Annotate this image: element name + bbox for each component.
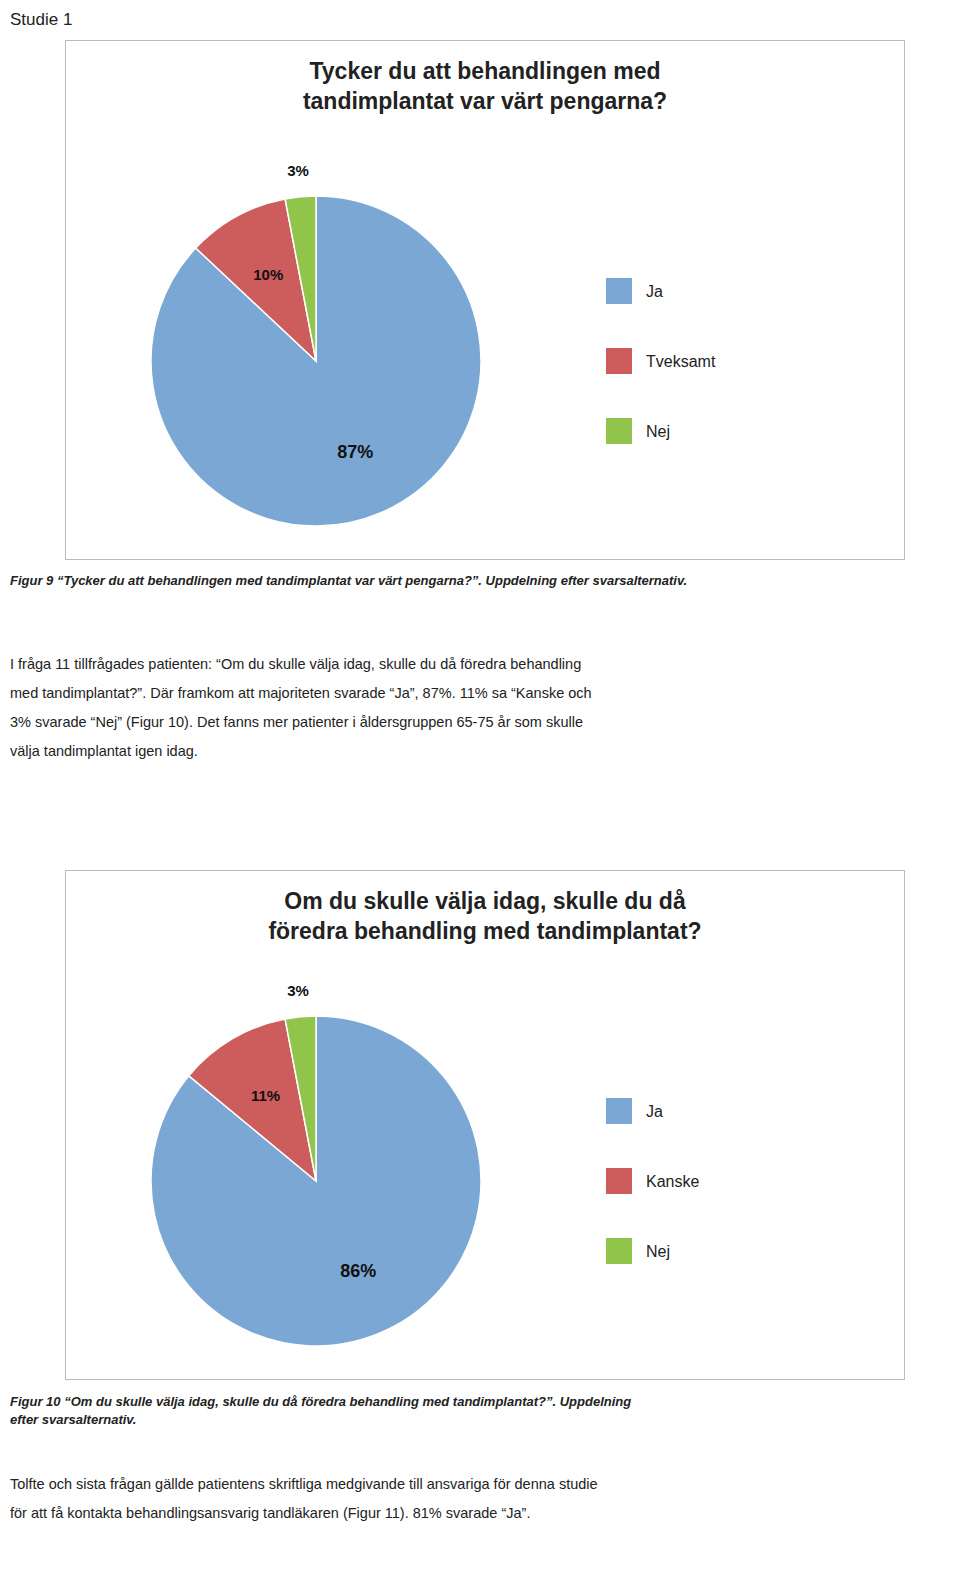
legend: Ja Kanske Nej	[606, 1098, 699, 1264]
pie	[151, 1016, 481, 1346]
data-label: 10%	[253, 266, 283, 283]
legend-label: Ja	[646, 283, 663, 300]
legend-label: Nej	[646, 1243, 670, 1260]
legend-swatch	[606, 1238, 632, 1264]
legend-swatch	[606, 348, 632, 374]
data-label: 3%	[287, 982, 309, 999]
data-label: 11%	[251, 1087, 280, 1104]
legend-label: Ja	[646, 1103, 663, 1120]
paragraph: I fråga 11 tillfrågades patienten: “Om d…	[10, 650, 950, 766]
legend: Ja Tveksamt Nej	[606, 278, 716, 444]
pie-slice	[151, 196, 481, 526]
chart: Tycker du att behandlingen medtandimplan…	[66, 41, 904, 559]
pie	[151, 196, 481, 526]
legend-label: Nej	[646, 423, 670, 440]
legend-swatch	[606, 278, 632, 304]
data-label: 86%	[340, 1261, 376, 1281]
legend-label: Kanske	[646, 1173, 699, 1190]
legend-swatch	[606, 418, 632, 444]
legend-label: Tveksamt	[646, 353, 716, 370]
caption: Figur 10 “Om du skulle välja idag, skull…	[10, 1393, 950, 1428]
pie-slice	[285, 196, 316, 361]
chart-title: Om du skulle välja idag, skulle du dåför…	[268, 888, 701, 944]
page-title: Studie 1	[10, 10, 310, 30]
pie-slice	[151, 1016, 481, 1346]
data-labels: 86% 11% 3%	[251, 982, 376, 1281]
paragraph: Tolfte och sista frågan gällde patienten…	[10, 1470, 950, 1528]
data-labels: 87% 10% 3%	[253, 162, 373, 462]
chart-box: Tycker du att behandlingen medtandimplan…	[65, 40, 905, 560]
caption: Figur 9 “Tycker du att behandlingen med …	[10, 572, 950, 590]
chart-box: Om du skulle välja idag, skulle du dåför…	[65, 870, 905, 1380]
chart: Om du skulle välja idag, skulle du dåför…	[66, 871, 904, 1379]
chart-title: Tycker du att behandlingen medtandimplan…	[303, 58, 667, 114]
pie-slice	[285, 1016, 316, 1181]
data-label: 87%	[337, 442, 373, 462]
data-label: 3%	[287, 162, 309, 179]
legend-swatch	[606, 1168, 632, 1194]
legend-swatch	[606, 1098, 632, 1124]
